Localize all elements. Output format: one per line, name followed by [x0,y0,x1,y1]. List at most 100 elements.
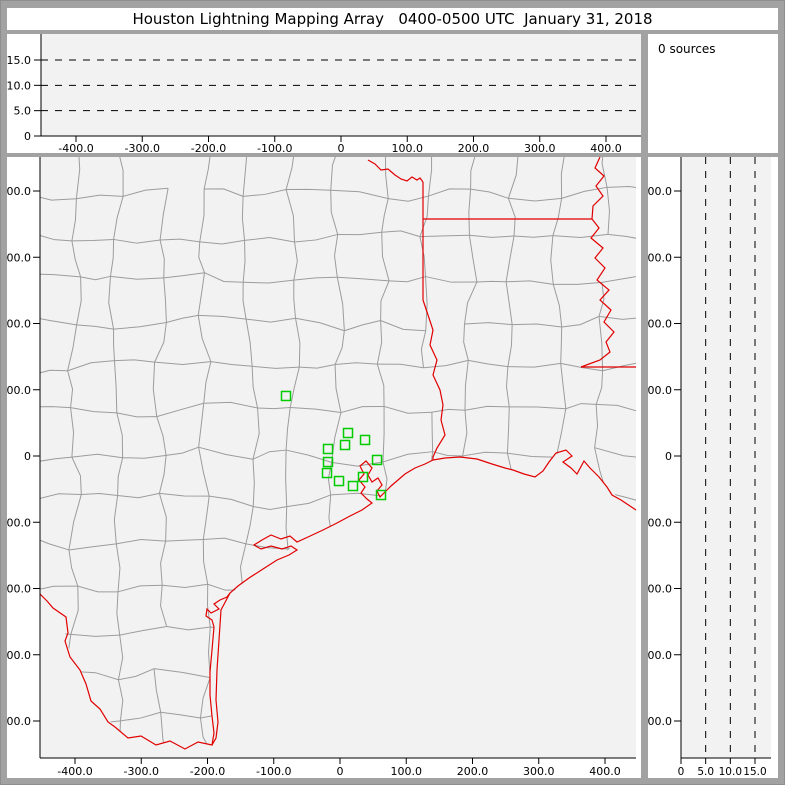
x-tick-label: 10.0 [719,766,742,778]
county-line [344,320,381,332]
county-line [555,408,567,458]
county-line [507,198,516,237]
county-line [514,235,553,238]
county-line [202,539,209,585]
county-line [422,769,427,778]
county-line [114,359,155,363]
x-tick-label: -300.0 [124,765,159,778]
county-line [204,272,244,283]
county-line [160,711,201,719]
county-line [550,235,554,285]
county-line [244,237,295,243]
county-line [552,233,609,239]
county-line [70,407,75,458]
county-line [160,541,167,586]
county-line [381,232,390,281]
county-line [116,538,166,545]
county-line [117,584,163,593]
county-line [198,446,254,460]
county-line [40,493,82,500]
x-tick-label: -300.0 [125,142,160,153]
county-line [113,329,115,361]
county-line [638,681,641,719]
county-line [163,272,205,279]
county-line [560,157,566,199]
county-line [198,403,205,448]
county-line [203,537,247,545]
lma-station-marker [333,475,345,487]
lma-stations [280,390,387,501]
y-tick-label: 10.0 [7,79,31,92]
y-tick-label: 400.0 [7,185,31,198]
county-line [26,759,31,778]
x-tick-label: 0 [337,765,344,778]
y-tick-label: 100.0 [7,384,31,397]
county-line [598,282,605,317]
county-line [295,317,345,332]
county-line [507,157,519,199]
county-line [152,362,158,417]
county-line [40,273,81,278]
county-line [197,315,212,362]
county-line [197,272,206,316]
county-line [382,406,385,462]
plan-view-map-canvas[interactable]: 400.0 300.0 200.0 100.0 0 -100.0 -200.0 -300.0 -… [7,157,641,778]
county-line [419,236,427,277]
county-line [505,235,515,282]
county-line [243,279,294,284]
county-line [199,677,211,719]
county-line [198,447,210,497]
county-line [242,282,247,320]
county-line [67,370,74,408]
county-line [81,493,118,497]
county-line [241,196,246,241]
county-line [388,195,429,202]
county-line [40,461,41,500]
county-line [381,230,421,238]
county-line [427,157,433,197]
county-line [431,412,434,452]
county-line [602,360,636,372]
county-line [80,275,111,281]
county-line [419,196,429,237]
county-line [606,187,610,235]
county-line [34,407,38,462]
county-line [165,539,204,542]
county-line [71,238,114,242]
x-tick-label: -200.0 [190,765,225,778]
county-line [153,668,211,679]
county-line [552,198,563,236]
y-tick-label: 300.0 [648,251,672,264]
lma-station-marker [375,489,387,501]
county-line [334,234,339,278]
x-tick-label: -100.0 [257,142,292,153]
y-tick-label: -100.0 [648,516,672,529]
lma-station-marker [357,471,369,483]
county-line [203,361,212,404]
county-line [380,320,426,332]
county-line [113,238,161,244]
county-line [164,765,169,778]
county-line [638,719,641,760]
county-line [162,583,208,588]
county-line [68,549,79,587]
county-line [122,454,167,459]
x-tick-label: 15.0 [743,766,766,778]
county-line [286,494,331,508]
altitude-ns-plot-canvas[interactable]: 400.0 300.0 200.0 100.0 0 -100.0 -200.0 -300.0 -… [648,157,778,778]
county-line [252,459,255,507]
county-line [253,506,287,511]
county-line [40,234,72,242]
county-line [285,157,296,190]
lma-station-marker [342,427,354,439]
county-line [160,712,168,749]
county-line [506,406,510,454]
county-line [117,492,160,499]
county-line [508,197,562,202]
county-line [425,276,428,331]
county-line [117,679,124,721]
county-line [40,369,68,376]
county-line [154,322,167,363]
altitude-ew-plot-canvas[interactable]: 15.0 10.0 5.0 0 -400.0 -300.0 -200.0 -100.0 0 100… [7,34,641,153]
county-line [337,276,390,282]
